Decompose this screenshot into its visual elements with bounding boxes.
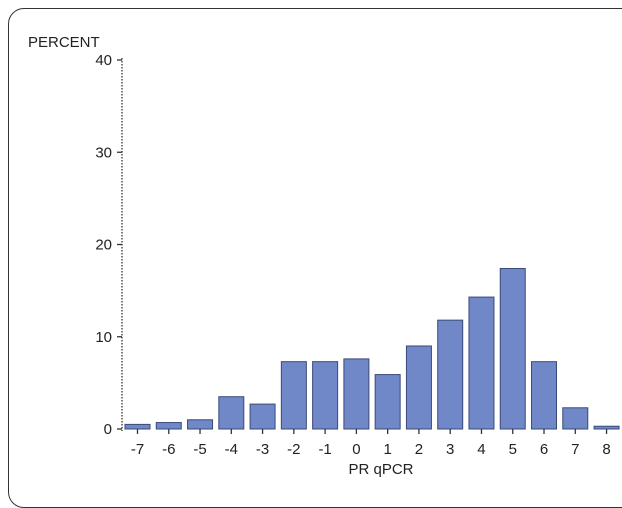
y-tick-label: 20 bbox=[95, 237, 112, 254]
x-tick-label: 0 bbox=[352, 441, 360, 458]
bar-4 bbox=[468, 296, 495, 430]
bar--3 bbox=[249, 403, 276, 430]
bar-7 bbox=[562, 407, 589, 430]
x-tick-label: -3 bbox=[256, 441, 269, 458]
x-tick-label: 2 bbox=[415, 441, 423, 458]
y-axis-label: PERCENT bbox=[28, 34, 100, 51]
x-tick-label: 4 bbox=[477, 441, 485, 458]
bar--2 bbox=[280, 361, 307, 430]
bar-3 bbox=[437, 319, 464, 430]
x-axis-label: PR qPCR bbox=[348, 461, 413, 478]
x-tick-label: 5 bbox=[509, 441, 517, 458]
y-tick-label: 0 bbox=[104, 421, 112, 438]
bars bbox=[124, 267, 620, 430]
x-tick-label: 3 bbox=[446, 441, 454, 458]
x-ticks: -7 -6 -5 -4 -3 -2 -1 0 1 2 3 4 5 6 7 8 bbox=[131, 429, 611, 458]
x-tick-label: 6 bbox=[540, 441, 548, 458]
x-tick-label: -7 bbox=[131, 441, 144, 458]
x-tick-label: -1 bbox=[318, 441, 331, 458]
bar--5 bbox=[187, 419, 214, 430]
bar-8 bbox=[593, 425, 620, 430]
x-tick-label: -2 bbox=[287, 441, 300, 458]
x-tick-label: -5 bbox=[193, 441, 206, 458]
bar-0 bbox=[343, 358, 370, 430]
x-tick-label: -6 bbox=[162, 441, 175, 458]
x-tick-label: 7 bbox=[571, 441, 579, 458]
x-tick-label: 8 bbox=[602, 441, 610, 458]
bar--1 bbox=[312, 361, 339, 430]
bar-1 bbox=[374, 374, 401, 430]
bar--7 bbox=[124, 423, 151, 430]
y-tick-label: 10 bbox=[95, 329, 112, 346]
y-tick-label: 30 bbox=[95, 144, 112, 161]
histogram-chart: PERCENT 0 10 20 30 40 -7 -6 -5 -4 -3 -2 -1 0 1 2 3 4 5 6 7… bbox=[28, 34, 620, 478]
bar-2 bbox=[405, 345, 432, 430]
bar--4 bbox=[218, 396, 245, 430]
bar--6 bbox=[155, 422, 182, 430]
x-tick-label: 1 bbox=[383, 441, 391, 458]
y-tick-label: 40 bbox=[95, 52, 112, 69]
x-tick-label: -4 bbox=[225, 441, 238, 458]
bar-6 bbox=[531, 361, 558, 430]
bar-5 bbox=[499, 267, 526, 430]
y-ticks: 0 10 20 30 40 bbox=[95, 52, 122, 438]
